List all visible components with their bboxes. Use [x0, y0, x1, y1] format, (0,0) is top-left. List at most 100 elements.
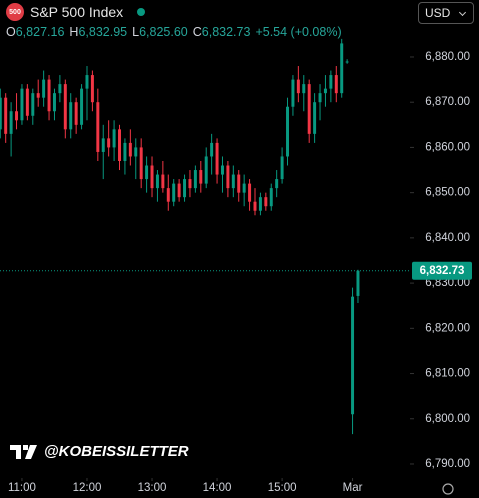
candle-body [302, 84, 306, 94]
settings-icon[interactable] [442, 483, 454, 495]
candle-body [188, 179, 192, 189]
candle-body [0, 97, 2, 130]
candle-body [313, 102, 317, 134]
candle-body [155, 174, 159, 189]
candle-body [42, 79, 46, 98]
ohlc-value: 6,832.95 [78, 25, 128, 39]
candle-body [242, 183, 246, 193]
x-tick-label: Mar [343, 482, 363, 494]
candle-body [150, 165, 154, 189]
candle-body [9, 111, 13, 134]
market-status-dot [137, 8, 146, 16]
y-tick-label: 6,870.00 [425, 96, 470, 108]
candle-body [248, 183, 252, 202]
currency-select[interactable]: USD [418, 2, 474, 24]
candle-body [145, 165, 149, 180]
symbol-badge: 500 [6, 3, 24, 21]
x-tick-label: 13:00 [138, 482, 167, 494]
candle-body [139, 147, 143, 180]
candle-body [47, 79, 51, 112]
candle-body [307, 84, 311, 134]
candle-body [128, 142, 132, 157]
last-price-label: 6,832.73 [420, 265, 465, 277]
last-price-box [412, 261, 472, 280]
y-tick-label: 6,850.00 [425, 187, 470, 199]
candle-body [31, 93, 35, 116]
candle-body [215, 142, 219, 175]
candle-body [4, 97, 8, 134]
candle-body [107, 138, 111, 148]
candle-body [318, 93, 322, 103]
candle-body [90, 75, 94, 103]
chart-title: S&P 500 Index [30, 4, 124, 20]
candle-body [112, 129, 116, 148]
y-tick-label: 6,790.00 [425, 458, 470, 470]
candle-body [101, 138, 105, 152]
candle-body [264, 197, 268, 207]
candle-body [340, 43, 344, 94]
x-tick-label: 15:00 [268, 482, 297, 494]
watermark-text: @KOBEISSILETTER [44, 443, 189, 460]
candle-body [20, 88, 24, 121]
candle-body [52, 93, 56, 112]
header: 500 S&P 500 Index [6, 3, 146, 21]
tv-logo [10, 444, 37, 459]
candle-body [210, 142, 214, 157]
candle-body [58, 84, 62, 94]
y-tick-label: 6,840.00 [425, 232, 470, 244]
candle-body [345, 61, 349, 63]
candle-body [74, 102, 78, 125]
candle-body [80, 88, 84, 125]
candle-body [118, 129, 121, 161]
candle-body [323, 88, 327, 94]
candle-body [166, 188, 170, 202]
candle-body [85, 75, 89, 89]
y-tick-label: 6,810.00 [425, 368, 470, 380]
candle-body [161, 174, 165, 189]
ohlc-key: C [192, 25, 202, 39]
candle-body [275, 179, 279, 189]
candle-body [69, 102, 73, 130]
candle-body [351, 296, 355, 415]
candle-body [123, 142, 127, 161]
candle-body [334, 75, 338, 94]
candle-body [25, 88, 29, 116]
candle-body [177, 183, 181, 198]
candle-body [296, 79, 300, 94]
y-tick-label: 6,880.00 [425, 51, 470, 63]
x-tick-label: 11:00 [8, 482, 36, 494]
candle-body [193, 170, 197, 189]
candle-body [226, 165, 230, 189]
ohlc-key: H [69, 25, 79, 39]
candle-body [258, 197, 262, 211]
candle-body [96, 102, 100, 152]
ohlc-value: 6,825.60 [139, 25, 188, 39]
y-tick-label: 6,800.00 [425, 413, 470, 425]
candle-body [280, 156, 284, 180]
candle-body [220, 165, 224, 175]
ohlc-legend: O 6,827.16 H 6,832.95 L 6,825.60 C 6,832.73 +5.5… [6, 25, 347, 39]
ohlc-key: O [6, 25, 16, 39]
x-tick-label: 14:00 [203, 482, 232, 494]
candle-body [253, 201, 257, 211]
y-tick-label: 6,820.00 [425, 322, 470, 334]
x-tick-label: 12:00 [73, 482, 102, 494]
candle-body [183, 179, 187, 198]
candle-body [237, 174, 241, 193]
price-change: +5.54 (+0.08%) [255, 25, 342, 39]
candle-body [15, 111, 19, 121]
candle-body [204, 156, 208, 184]
candle-body [172, 183, 176, 202]
candle-body [199, 170, 203, 184]
ohlc-key: L [132, 25, 140, 39]
candle-body [269, 188, 273, 207]
candle-body [134, 147, 138, 157]
candle-body [63, 84, 67, 130]
ohlc-value: 6,827.16 [15, 25, 65, 39]
candle-body [286, 106, 290, 157]
candle-body [291, 79, 295, 107]
y-tick-label: 6,830.00 [425, 277, 470, 289]
candle-body [36, 93, 40, 98]
